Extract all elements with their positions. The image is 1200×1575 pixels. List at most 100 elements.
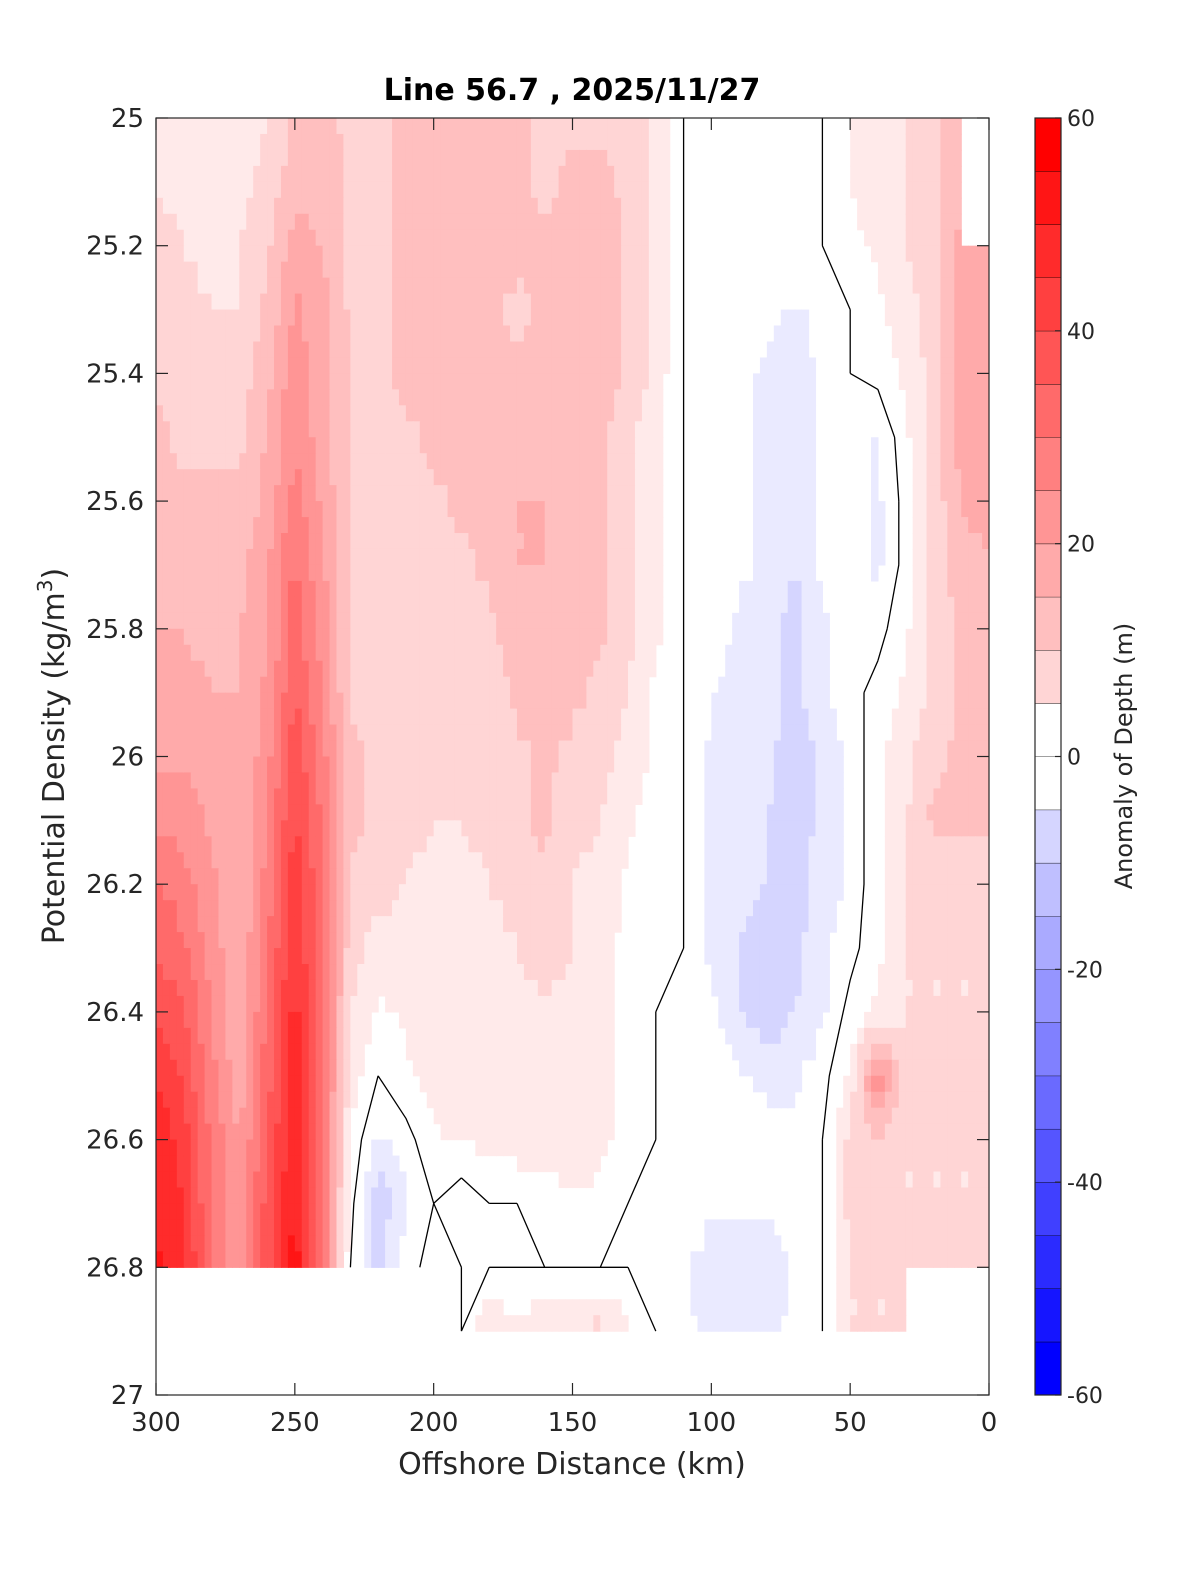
contour-cell xyxy=(475,580,483,598)
contour-cell xyxy=(204,708,213,726)
contour-cell xyxy=(398,932,407,949)
contour-cell xyxy=(280,548,289,566)
contour-cell xyxy=(565,373,574,390)
contour-cell xyxy=(815,868,823,885)
contour-cell xyxy=(773,628,782,646)
contour-cell xyxy=(461,676,469,694)
contour-cell xyxy=(183,676,192,694)
contour-cell xyxy=(628,165,636,183)
contour-cell xyxy=(197,118,206,135)
contour-cell xyxy=(267,548,275,566)
contour-cell xyxy=(808,676,817,694)
contour-cell xyxy=(280,533,289,550)
contour-cell xyxy=(933,261,942,279)
contour-cell xyxy=(419,229,428,247)
contour-cell xyxy=(468,357,476,374)
contour-cell xyxy=(759,485,768,502)
contour-cell xyxy=(232,932,240,949)
contour-cell xyxy=(544,564,553,582)
contour-cell xyxy=(176,149,185,167)
contour-cell xyxy=(919,724,928,742)
contour-cell xyxy=(600,580,608,598)
contour-cell xyxy=(766,772,775,790)
contour-cell xyxy=(586,421,594,438)
contour-cell xyxy=(808,804,817,821)
contour-cell xyxy=(190,533,199,550)
contour-cell xyxy=(343,118,351,135)
contour-cell xyxy=(197,916,206,933)
contour-cell xyxy=(183,485,192,502)
contour-cell xyxy=(336,740,345,758)
contour-cell xyxy=(246,453,254,470)
contour-cell xyxy=(482,437,490,454)
contour-cell xyxy=(315,820,324,837)
contour-cell xyxy=(648,149,657,167)
contour-cell xyxy=(704,788,712,805)
contour-cell xyxy=(975,724,983,742)
contour-cell xyxy=(176,564,185,582)
contour-cell xyxy=(440,580,449,598)
contour-cell xyxy=(419,676,428,694)
contour-cell xyxy=(919,628,928,646)
contour-cell xyxy=(232,852,240,869)
contour-cell xyxy=(156,197,164,215)
contour-cell xyxy=(433,836,442,853)
contour-cell xyxy=(412,644,421,662)
contour-cell xyxy=(274,181,282,199)
contour-cell xyxy=(412,788,421,805)
contour-cell xyxy=(287,820,296,837)
contour-cell xyxy=(516,325,525,343)
contour-cell xyxy=(975,341,983,359)
contour-cell xyxy=(405,373,414,390)
contour-cell xyxy=(884,836,893,853)
contour-cell xyxy=(586,229,594,247)
contour-cell xyxy=(280,660,289,678)
contour-cell xyxy=(503,501,511,518)
contour-cell xyxy=(232,421,240,438)
contour-cell xyxy=(433,149,442,167)
contour-cell xyxy=(766,628,775,646)
contour-cell xyxy=(510,261,518,279)
contour-cell xyxy=(392,884,400,901)
contour-cell xyxy=(739,596,747,614)
contour-cell xyxy=(759,453,768,470)
contour-cell xyxy=(544,517,553,534)
contour-cell xyxy=(482,804,490,821)
contour-cell xyxy=(752,836,761,853)
contour-cell xyxy=(961,293,969,311)
contour-cell xyxy=(156,501,164,518)
contour-cell xyxy=(954,213,962,231)
contour-cell xyxy=(503,165,511,183)
contour-cell xyxy=(274,165,282,183)
contour-cell xyxy=(287,788,296,805)
contour-cell xyxy=(558,612,567,630)
contour-cell xyxy=(294,485,303,502)
contour-cell xyxy=(482,277,490,295)
contour-cell xyxy=(350,229,358,247)
contour-cell xyxy=(364,868,372,885)
contour-cell xyxy=(232,469,240,486)
contour-cell xyxy=(280,181,289,199)
contour-cell xyxy=(447,692,456,710)
contour-cell xyxy=(482,197,490,215)
contour-cell xyxy=(364,437,372,454)
contour-cell xyxy=(787,389,796,406)
contour-cell xyxy=(322,181,331,199)
contour-cell xyxy=(773,469,782,486)
contour-cell xyxy=(489,660,497,678)
contour-cell xyxy=(898,884,907,901)
contour-cell xyxy=(933,517,942,534)
contour-cell xyxy=(884,740,893,758)
contour-cell xyxy=(558,149,567,167)
contour-cell xyxy=(766,644,775,662)
contour-cell xyxy=(482,325,490,343)
contour-cell xyxy=(752,612,761,630)
contour-cell xyxy=(204,245,213,263)
contour-cell xyxy=(162,213,171,231)
contour-cell xyxy=(718,804,726,821)
contour-cell xyxy=(426,692,435,710)
contour-cell xyxy=(378,469,386,486)
contour-cell xyxy=(197,533,206,550)
contour-cell xyxy=(426,181,435,199)
contour-cell xyxy=(239,181,247,199)
